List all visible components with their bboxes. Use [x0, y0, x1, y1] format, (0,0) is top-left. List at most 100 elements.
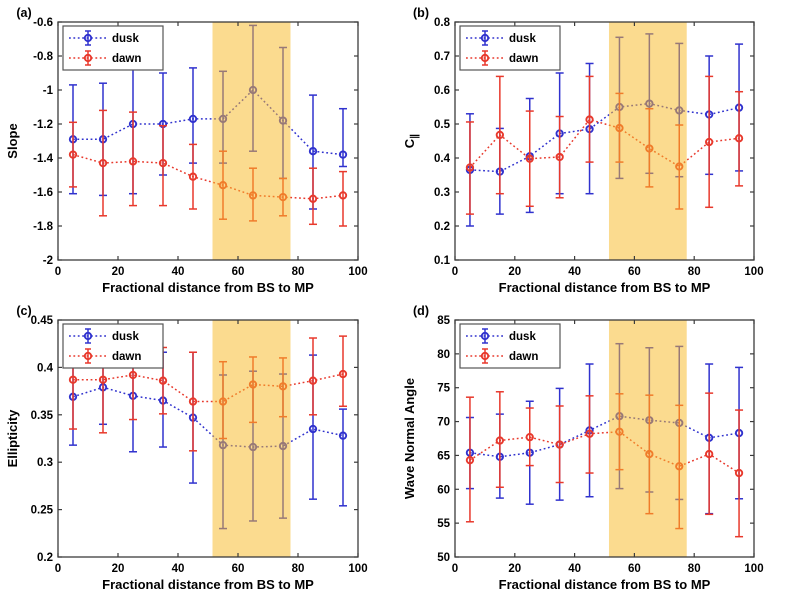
- data-marker-dusk: [188, 114, 198, 124]
- x-tick-label: 80: [292, 266, 305, 278]
- panel-a-slope: 0 20 40 60 80 100 -2 -1.8 -1.6 -1.4 -1.2 -1 -0.8 -0.6…: [0, 0, 397, 298]
- data-marker-dawn: [128, 157, 138, 166]
- panel-b-svg: 0 20 40 60 80 100 0.1 0.2 0.3 0.4 0.5 0.6 0.7 0.8 Frac…: [402, 6, 764, 295]
- y-tick-label: 80: [437, 349, 450, 361]
- legend-sample-marker: [83, 53, 93, 63]
- y-tick-label: 65: [437, 450, 450, 462]
- legend-sample-marker: [83, 331, 93, 341]
- y-tick-label: 0.5: [434, 119, 451, 131]
- legend: dusk dawn: [459, 323, 561, 369]
- x-tick-label: 80: [688, 563, 701, 575]
- legend-label-dawn: dawn: [509, 351, 538, 363]
- series-dusk-line: [72, 386, 344, 448]
- y-tick-label: 0.25: [31, 505, 54, 517]
- data-marker-dawn: [525, 154, 534, 163]
- data-marker-dawn: [158, 158, 168, 168]
- y-tick-label: 0.35: [31, 410, 54, 422]
- y-tick-label: 85: [437, 315, 450, 327]
- highlight-band: [608, 22, 687, 260]
- y-tick-label: -0.8: [33, 51, 53, 63]
- y-tick-label: 0.8: [434, 17, 451, 29]
- x-tick-label: 0: [55, 563, 61, 575]
- panel-c-ellipticity: 0 20 40 60 80 100 0.2 0.25 0.3 0.35 0.4 0.45 Fractio…: [0, 298, 397, 595]
- axis-box: [57, 319, 359, 558]
- legend-box: [62, 25, 164, 71]
- series-dawn-line: [73, 373, 344, 403]
- x-axis-label: Fractional distance from BS to MP: [499, 577, 711, 592]
- y-tick-label: 0.45: [31, 315, 54, 327]
- axis-box: [454, 319, 755, 558]
- data-marker-dawn: [98, 375, 108, 384]
- data-marker-dusk: [308, 147, 318, 156]
- y-tick-label: -1.6: [33, 187, 53, 199]
- data-marker-dawn: [128, 370, 138, 380]
- series-dusk: [465, 342, 744, 515]
- highlight-band: [212, 320, 291, 557]
- panel-letter: (d): [413, 304, 429, 318]
- data-marker-dawn: [585, 429, 594, 438]
- data-marker-dawn: [555, 152, 564, 162]
- x-tick-label: 20: [508, 266, 521, 278]
- legend: dusk dawn: [459, 25, 561, 71]
- data-marker-dawn: [465, 163, 475, 172]
- y-tick-label: -1: [43, 85, 54, 97]
- y-tick-label: 0.4: [434, 153, 451, 165]
- x-tick-label: 80: [688, 266, 701, 278]
- data-marker-dusk: [338, 150, 348, 159]
- x-axis-label: Fractional distance from BS to MP: [102, 280, 314, 295]
- x-tick-label: 0: [452, 563, 458, 575]
- axis-box: [57, 21, 359, 261]
- legend-label-dusk: dusk: [112, 33, 139, 45]
- data-marker-dawn: [308, 194, 318, 203]
- y-tick-label: 75: [437, 383, 450, 395]
- data-marker-dawn: [158, 376, 168, 385]
- panel-letter: (b): [413, 6, 429, 20]
- legend-box: [62, 323, 164, 369]
- x-tick-label: 100: [348, 266, 367, 278]
- x-tick-label: 60: [232, 563, 245, 575]
- y-tick-label: 60: [437, 484, 450, 496]
- x-tick-label: 40: [172, 266, 185, 278]
- panel-d-svg: 0 20 40 60 80 100 50 55 60 65 70 75 80 85 Fractional d…: [402, 304, 764, 592]
- data-marker-dawn: [98, 158, 108, 168]
- data-marker-dawn: [338, 191, 348, 200]
- y-axis-label: C∥: [402, 134, 421, 148]
- highlight-band: [608, 320, 687, 557]
- data-marker-dawn: [188, 397, 198, 406]
- x-tick-label: 100: [744, 563, 763, 575]
- data-marker-dawn: [68, 375, 78, 384]
- y-tick-label: -2: [43, 255, 53, 267]
- legend: dusk dawn: [62, 323, 164, 369]
- data-marker-dawn: [555, 440, 564, 449]
- data-marker-dawn: [734, 134, 744, 143]
- legend-label-dusk: dusk: [112, 331, 139, 343]
- legend-sample-marker: [83, 351, 93, 361]
- y-axis-label: Wave Normal Angle: [402, 378, 417, 499]
- y-tick-label: 70: [437, 417, 450, 429]
- series-dawn: [465, 391, 744, 538]
- x-tick-label: 100: [348, 563, 367, 575]
- y-tick-label: -0.6: [33, 17, 53, 29]
- legend-label-dusk: dusk: [509, 33, 536, 45]
- legend-box: [459, 323, 561, 369]
- y-tick-label: 0.4: [37, 362, 54, 374]
- x-tick-label: 80: [292, 563, 305, 575]
- x-tick-label: 0: [55, 266, 61, 278]
- data-marker-dusk: [308, 424, 318, 434]
- panel-c-svg: 0 20 40 60 80 100 0.2 0.25 0.3 0.35 0.4 0.45 Fractio…: [5, 304, 368, 592]
- x-tick-label: 40: [568, 563, 581, 575]
- axis-box: [454, 21, 755, 261]
- y-axis-label: Ellipticity: [5, 409, 20, 468]
- series-dawn: [465, 75, 744, 215]
- legend-sample-marker: [480, 33, 490, 43]
- y-tick-label: 0.2: [37, 552, 53, 564]
- data-marker-dawn: [704, 137, 714, 147]
- legend-sample-marker: [480, 351, 490, 361]
- legend-sample-marker: [480, 53, 490, 63]
- data-marker-dawn: [495, 130, 505, 140]
- data-marker-dusk: [338, 431, 348, 440]
- series-dawn: [68, 109, 348, 227]
- data-marker-dawn: [704, 449, 714, 459]
- y-tick-label: -1.8: [33, 221, 53, 233]
